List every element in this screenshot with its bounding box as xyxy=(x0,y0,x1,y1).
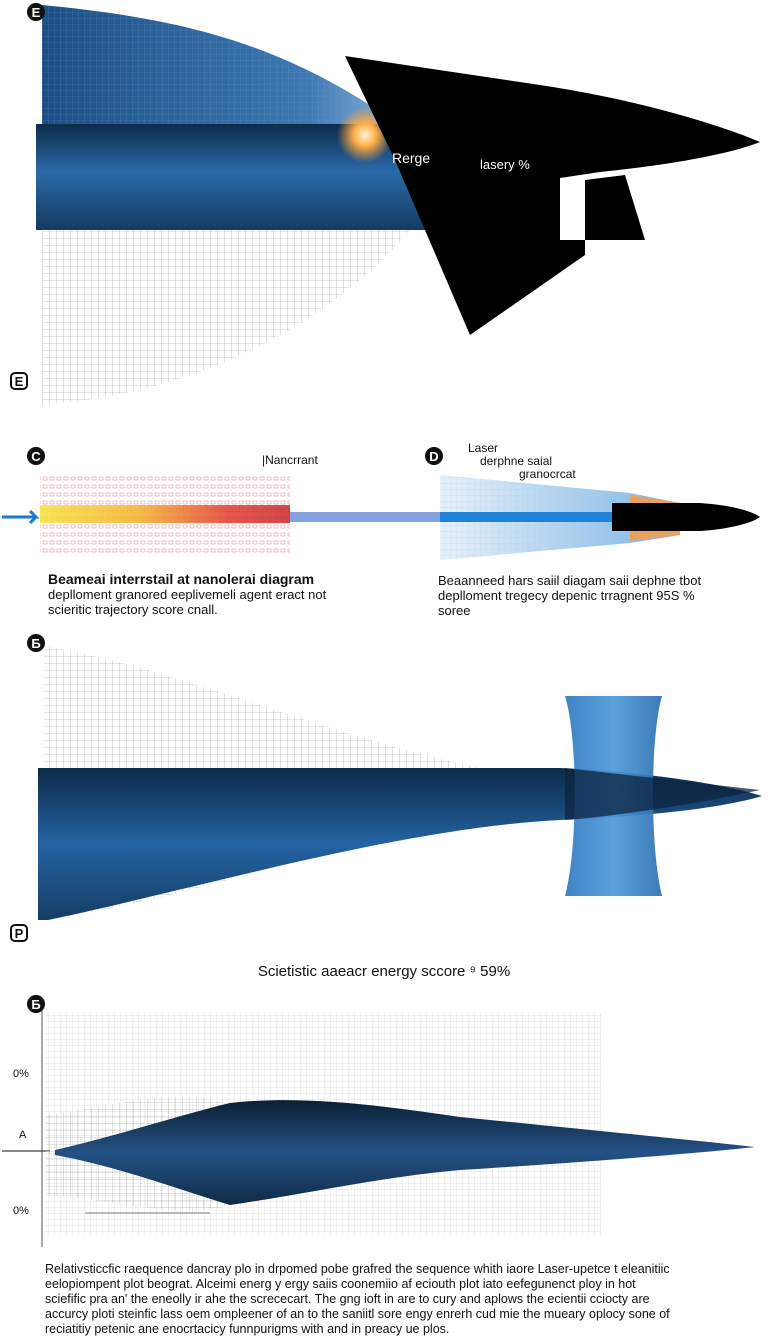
caption-right-line-3: soree xyxy=(438,603,471,618)
footer-line-1: Relativsticcfic raequence dancray plo in… xyxy=(45,1262,670,1276)
transfer-beam xyxy=(290,512,440,522)
panel-1-sail-deployment: E E Rerge lasery % xyxy=(0,0,768,410)
tick-mid: A xyxy=(19,1129,27,1141)
caption-left: Beameai interrstail at nanolerai diagram… xyxy=(48,571,428,618)
sail-d-body xyxy=(612,503,760,531)
panel-1-badge-bottom: E xyxy=(10,372,28,390)
panel-3-badge-top: Б xyxy=(27,634,45,652)
caption-left-title: Beameai interrstail at nanolerai diagram xyxy=(48,571,315,587)
tick-top: 0% xyxy=(13,1068,29,1080)
caption-left-line-1: deplloment granored eeplivemeli agent er… xyxy=(48,587,327,602)
tick-bottom: 0% xyxy=(13,1205,29,1217)
panel-3-badge-bottom: P xyxy=(10,924,28,942)
panel-1-figure xyxy=(36,5,760,405)
panel-4-figure xyxy=(2,1007,755,1247)
sail-d-beam xyxy=(440,512,630,522)
caption-right-line-2: deplloment tregecy depenic trragnent 95S… xyxy=(438,588,695,603)
caption-right: Beaanneed hars saiil diagam saii dephne … xyxy=(438,573,758,618)
panel-4-energy-score: Scietistic aaeacr energy sccore ⁹ 59% Б … xyxy=(0,955,768,1255)
lower-grid-fan xyxy=(42,205,430,405)
panel-4-badge: Б xyxy=(27,995,45,1013)
panel-2-sail-diagrams: C D |Nancrrant Laser derphne saial grano… xyxy=(0,435,768,625)
panel-2-figure xyxy=(2,473,760,560)
heat-beam xyxy=(40,505,290,523)
panel-4-title: Scietistic aaeacr energy sccore ⁹ 59% xyxy=(257,963,511,980)
panel-1-badge-top: E xyxy=(27,3,45,21)
beam-profile xyxy=(55,1100,755,1205)
footer-line-4: accurcy ploti steinfic lass oem ompleene… xyxy=(45,1307,670,1321)
label-derphne-saial: derphne saial xyxy=(480,454,553,468)
footer-line-2: eelopiompent plot beograt. Alceimi energ… xyxy=(45,1277,636,1291)
label-laser: Laser xyxy=(468,441,499,455)
input-arrow xyxy=(2,509,40,525)
sail-label-left: Rerge xyxy=(392,150,431,166)
panel-3-beam-lens: Б P xyxy=(0,628,768,948)
caption-right-line-1: Beaanneed hars saiil diagam saii dephne … xyxy=(438,573,702,588)
label-granocrcat: granocrcat xyxy=(519,467,576,481)
sail-label-right: lasery % xyxy=(480,157,530,172)
light-sail xyxy=(345,56,760,335)
panel-2-badge-left: C xyxy=(27,447,45,465)
panel-3-figure xyxy=(38,646,762,920)
beam-through-lens xyxy=(565,768,760,820)
panel-2-badge-right: D xyxy=(425,447,443,465)
label-nancrrant: |Nancrrant xyxy=(262,453,318,467)
footer-caption: Relativsticcfic raequence dancray plo in… xyxy=(45,1262,760,1337)
footer-line-3: sciefific pra an' the eneolly ir ahe the… xyxy=(45,1292,650,1306)
caption-left-line-2: scieritic trajectory score cnall. xyxy=(48,602,218,617)
footer-line-5: reciatitiy petenic ane enocrtacicy funnp… xyxy=(45,1322,450,1336)
